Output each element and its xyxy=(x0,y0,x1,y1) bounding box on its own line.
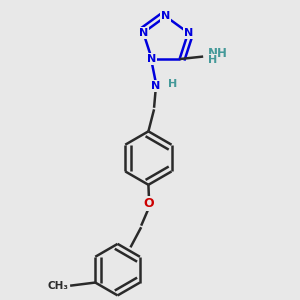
Text: N: N xyxy=(147,54,157,64)
Text: N: N xyxy=(184,28,193,38)
Text: CH₃: CH₃ xyxy=(48,281,69,291)
Text: N: N xyxy=(139,28,148,38)
Text: NH: NH xyxy=(208,47,228,60)
Text: H: H xyxy=(168,79,178,89)
Text: N: N xyxy=(151,81,160,91)
Text: N: N xyxy=(161,11,170,21)
Text: O: O xyxy=(144,197,154,210)
Text: H: H xyxy=(208,55,217,65)
